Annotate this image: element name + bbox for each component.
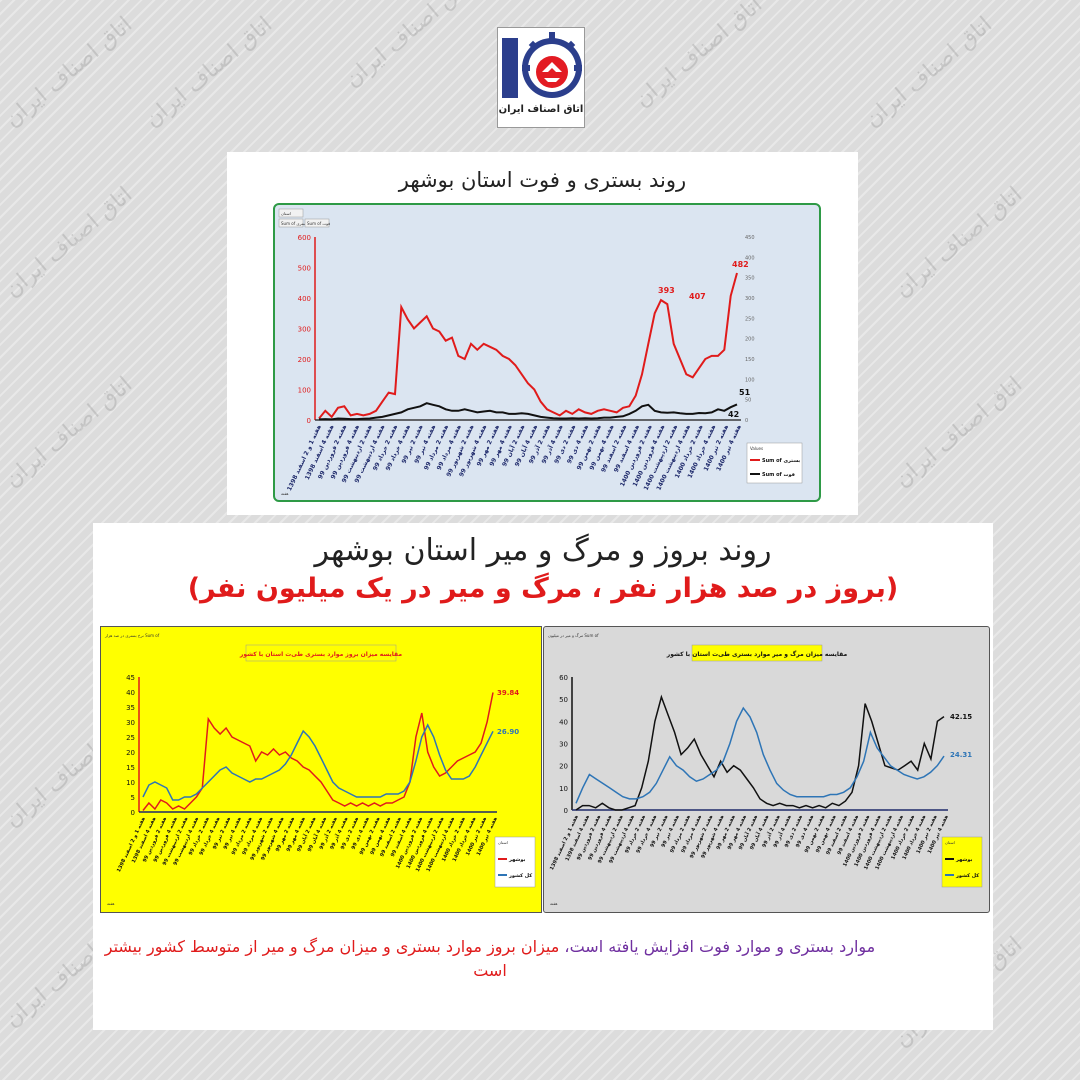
logo-emblem: [502, 32, 582, 98]
legend-label: کل کشور: [955, 873, 979, 879]
chart-header: نرخ بستری در صد هزار Sum of: [104, 633, 160, 638]
y-tick-label: 600: [298, 234, 311, 242]
y-tick-label: 35: [126, 704, 135, 712]
watermark: اتاق اصناف ایران: [860, 12, 998, 133]
watermark: اتاق اصناف ایران: [0, 12, 138, 133]
y-tick-label: 25: [126, 734, 135, 742]
legend-box: [746, 442, 803, 484]
legend-label: بوشهر: [508, 857, 525, 863]
y-tick-label: 30: [126, 719, 135, 727]
data-label: 39.84: [497, 689, 519, 697]
y-right-tick-label: 100: [745, 377, 755, 383]
watermark: اتاق اصناف ایران: [0, 372, 138, 493]
filter-chip: [278, 208, 304, 218]
data-label: 482: [732, 260, 749, 269]
watermark: اتاق اصناف ایران: [630, 0, 768, 113]
bottom-label: هفته: [281, 491, 288, 496]
y-tick-label: 40: [559, 718, 568, 726]
chart-header: مرگ و میر در میلیون Sum of: [548, 633, 599, 638]
y-tick-label: 400: [298, 295, 311, 303]
y-tick-label: 0: [131, 809, 135, 817]
data-label: 26.90: [497, 728, 519, 736]
data-label: 42.15: [950, 713, 972, 721]
title-box: [245, 644, 397, 662]
series-line: [575, 706, 945, 804]
data-label: 24.31: [950, 751, 972, 759]
title-box: [691, 644, 823, 662]
watermark: اتاق اصناف ایران: [890, 372, 1028, 493]
panel2-subtitle: (بروز در صد هزار نفر ، مرگ و میر در یک م…: [187, 573, 899, 604]
y-tick-label: 20: [126, 749, 135, 757]
data-label: 51: [739, 388, 751, 397]
filter-chip: [304, 218, 330, 228]
data-label: 42: [728, 410, 739, 419]
y-tick-label: 300: [298, 326, 311, 334]
legend-label: Sum of فوت: [762, 472, 795, 478]
data-label: 407: [689, 292, 706, 301]
mortality-chart: مرگ و میر در میلیون Sum of مقایسه میزان م…: [543, 626, 990, 913]
y-tick-label: 5: [131, 794, 135, 802]
y-tick-label: 20: [559, 763, 568, 771]
y-tick-label: 10: [126, 779, 135, 787]
data-label: 393: [658, 286, 675, 295]
legend-label: بوشهر: [955, 857, 972, 863]
legend-label: Sum of بستری: [762, 458, 800, 464]
footer-part1: موارد بستری و موارد فوت افزایش یافته است…: [564, 937, 876, 956]
legend-label: کل کشور: [508, 873, 532, 879]
panel1-title: روند بستری و فوت استان بوشهر: [398, 168, 687, 192]
bottom-label: هفته: [107, 901, 114, 906]
watermark: اتاق اصناف ایران: [0, 182, 138, 303]
chart-title: مقایسه میزان مرگ و میر موارد بستری طی‌ت …: [666, 650, 848, 658]
y-right-tick-label: 150: [745, 357, 755, 363]
series-line: [318, 402, 738, 421]
series-line: [142, 723, 494, 801]
filter-chip-label: Sum of بستری: [281, 221, 308, 226]
brand-logo: اتاق اصناف ایران: [497, 27, 585, 128]
filter-chip-label: استان: [281, 211, 291, 216]
y-right-tick-label: 400: [745, 255, 755, 261]
incidence-chart: نرخ بستری در صد هزار Sum of مقایسه میزان …: [100, 626, 542, 913]
watermark: اتاق اصناف ایران: [890, 182, 1028, 303]
chart3-svg: مرگ و میر در میلیون Sum of مقایسه میزان م…: [548, 633, 983, 906]
watermark: اتاق اصناف ایران: [140, 12, 278, 133]
y-right-tick-label: 200: [745, 337, 755, 343]
legend-title: استان: [945, 840, 955, 845]
bottom-label: هفته: [550, 901, 557, 906]
y-tick-label: 60: [559, 674, 568, 682]
series-line: [318, 272, 738, 420]
hospitalization-death-chart: استان Sum of بستری Sum of فوت 0 100 200 300 400…: [273, 203, 821, 502]
chart-title: مقایسه میزان بروز موارد بستری طی‌ت استان…: [239, 651, 402, 658]
footer-part2: میزان بروز موارد بستری و میزان مرگ و میر…: [104, 937, 560, 980]
y-right-tick-label: 50: [745, 398, 751, 404]
legend-title: Values: [750, 446, 763, 451]
y-tick-label: 15: [126, 764, 135, 772]
y-right-tick-label: 0: [745, 418, 748, 424]
footer-note: موارد بستری و موارد فوت افزایش یافته است…: [100, 935, 880, 983]
y-tick-label: 200: [298, 356, 311, 364]
legend-title: استان: [498, 840, 508, 845]
y-right-tick-label: 300: [745, 296, 755, 302]
series-line: [575, 694, 945, 811]
y-tick-label: 50: [559, 696, 568, 704]
y-tick-label: 100: [298, 387, 311, 395]
y-tick-label: 0: [307, 417, 311, 425]
y-right-tick-label: 250: [745, 316, 755, 322]
legend-box: [941, 836, 983, 888]
watermark: اتاق اصناف ایران: [340, 0, 478, 93]
y-tick-label: 500: [298, 265, 311, 273]
y-tick-label: 0: [564, 807, 568, 815]
chart2-svg: نرخ بستری در صد هزار Sum of مقایسه میزان …: [104, 633, 536, 906]
filter-chip: [278, 218, 304, 228]
y-tick-label: 30: [559, 741, 568, 749]
logo-text: اتاق اصناف ایران: [498, 104, 584, 115]
panel2-title: روند بروز و مرگ و میر استان بوشهر: [314, 533, 772, 568]
y-tick-label: 40: [126, 689, 135, 697]
y-right-tick-label: 350: [745, 276, 755, 282]
y-tick-label: 10: [559, 785, 568, 793]
filter-chip-label: Sum of فوت: [307, 221, 330, 226]
y-right-tick-label: 450: [745, 235, 755, 241]
y-tick-label: 45: [126, 674, 135, 682]
legend-box: [494, 836, 536, 888]
